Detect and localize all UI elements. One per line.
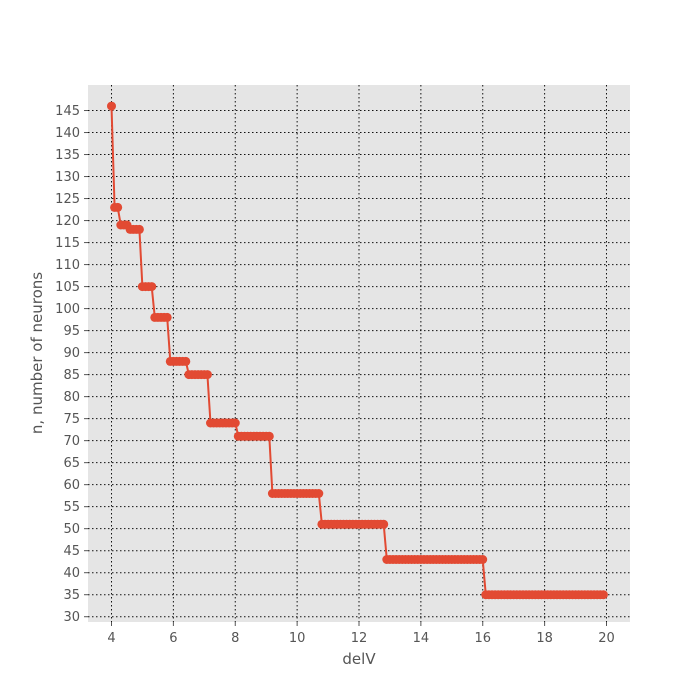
y-tick-label: 120 xyxy=(55,214,80,229)
y-tick-label: 100 xyxy=(55,302,80,317)
x-tick-label: 6 xyxy=(169,631,177,646)
y-tick-label: 65 xyxy=(63,456,80,471)
y-tick-label: 55 xyxy=(63,500,80,515)
x-tick-label: 14 xyxy=(413,631,430,646)
grid xyxy=(88,85,630,622)
y-tick-label: 60 xyxy=(63,478,80,493)
y-tick-label: 70 xyxy=(63,434,80,449)
data-point xyxy=(202,370,212,380)
y-tick-label: 80 xyxy=(63,390,80,405)
data-point xyxy=(107,101,116,111)
data-point xyxy=(478,555,488,564)
y-axis: 30 35 40 45 50 55 60 65 70 75 80 85 90 95 100 105 110 115… xyxy=(55,104,88,625)
x-tick-label: 18 xyxy=(536,631,553,646)
x-tick-label: 20 xyxy=(598,631,615,646)
y-tick-label: 145 xyxy=(55,104,80,119)
y-tick-label: 95 xyxy=(63,324,80,339)
y-tick-label: 75 xyxy=(63,412,80,427)
y-tick-label: 85 xyxy=(63,368,80,383)
y-tick-label: 130 xyxy=(55,170,80,185)
data-point xyxy=(162,312,172,322)
y-tick-label: 125 xyxy=(55,192,80,207)
x-axis-title: delV xyxy=(342,650,376,668)
y-tick-label: 50 xyxy=(63,522,80,537)
y-tick-label: 40 xyxy=(63,566,80,581)
data-point xyxy=(264,431,274,441)
data-point xyxy=(181,356,191,366)
series xyxy=(107,101,608,600)
y-tick-label: 45 xyxy=(63,544,80,559)
y-tick-label: 110 xyxy=(55,258,80,273)
data-point xyxy=(230,418,240,428)
x-tick-label: 10 xyxy=(289,631,306,646)
y-tick-label: 35 xyxy=(63,588,80,603)
y-tick-label: 135 xyxy=(55,148,80,163)
y-tick-label: 90 xyxy=(63,346,80,361)
y-tick-label: 115 xyxy=(55,236,80,251)
x-tick-label: 12 xyxy=(351,631,368,646)
data-point xyxy=(598,590,608,600)
data-point xyxy=(314,489,324,498)
x-tick-label: 4 xyxy=(107,631,115,646)
y-tick-label: 30 xyxy=(63,610,80,625)
data-point xyxy=(134,224,144,234)
y-tick-label: 105 xyxy=(55,280,80,295)
y-axis-title: n, number of neurons xyxy=(28,272,46,434)
data-point xyxy=(379,519,389,529)
data-point xyxy=(113,202,123,212)
y-tick-label: 140 xyxy=(55,126,80,141)
data-point xyxy=(147,282,157,292)
x-tick-label: 16 xyxy=(474,631,491,646)
x-axis: 4 6 8 10 12 14 16 18 20 xyxy=(107,622,615,646)
x-tick-label: 8 xyxy=(231,631,239,646)
